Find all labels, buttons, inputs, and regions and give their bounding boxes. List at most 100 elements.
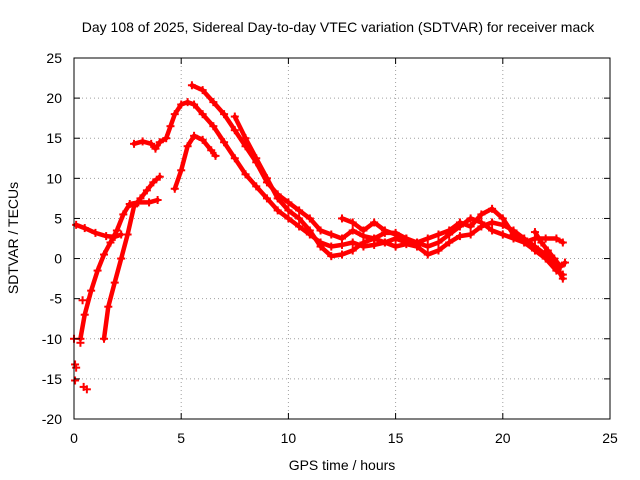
data-point [370,234,379,243]
data-point [187,81,196,90]
data-point [190,131,199,140]
data-point [284,206,293,215]
data-point [552,266,561,275]
data-point [112,226,121,235]
data-point [130,139,139,148]
data-point [380,238,389,247]
data-point [80,224,89,233]
y-tick-label: -15 [42,371,62,387]
data-point [359,238,368,247]
y-tick-label: -20 [42,411,62,427]
data-point [466,222,475,231]
data-point [316,226,325,235]
series-trace-f [189,83,566,281]
data-point [117,254,126,263]
series-trace-h [339,216,566,249]
data-point [295,222,304,231]
x-tick-label: 10 [281,430,297,446]
data-point [198,86,207,95]
data-point [230,126,239,135]
data-point [423,250,432,259]
x-tick-label: 15 [388,430,404,446]
data-point [455,222,464,231]
data-point [295,206,304,215]
data-point [151,144,160,153]
data-point [170,110,179,119]
data-point [348,226,357,235]
data-point [155,172,164,181]
data-point [488,218,497,227]
data-point [177,166,186,175]
data-point [498,214,507,223]
data-point [380,226,389,235]
data-point [230,112,239,121]
data-point [327,252,336,261]
data-point [295,214,304,223]
data-point [541,254,550,263]
data-point [252,182,261,191]
data-point [162,134,171,143]
x-tick-label: 0 [70,430,78,446]
data-point [488,204,497,213]
data-point [142,186,151,195]
data-point [87,286,96,295]
chart-title: Day 108 of 2025, Sidereal Day-to-day VTE… [82,19,595,35]
data-point [252,154,261,163]
y-tick-label: -10 [42,331,62,347]
data-point [183,98,192,107]
data-point [241,170,250,179]
x-tick-label: 25 [602,430,618,446]
x-tick-label: 5 [177,430,185,446]
data-point [273,206,282,215]
isolated-point [72,363,81,372]
data-point [138,137,147,146]
data-point [273,194,282,203]
data-point [543,246,552,255]
series-trace-g [232,114,566,277]
x-axis-label: GPS time / hours [289,457,396,473]
data-point [262,174,271,183]
data-point [104,302,113,311]
isolated-point [76,338,85,347]
data-point [220,110,229,119]
data-point [338,250,346,259]
data-point [183,142,192,151]
data-point [391,230,400,239]
data-point [149,178,158,187]
y-tick-label: 0 [54,251,62,267]
y-tick-label: 10 [46,170,62,186]
data-point [445,238,454,247]
data-point [423,242,432,251]
data-point [348,246,357,255]
y-tick-label: 25 [46,50,62,66]
data-point [241,134,250,143]
isolated-point [71,376,80,385]
data-point [466,214,475,223]
data-point [370,218,379,227]
data-series [70,81,569,394]
data-point [558,270,567,279]
y-tick-label: 20 [46,90,62,106]
data-point [530,228,539,237]
data-point [327,242,336,251]
data-point [209,98,218,107]
data-point [147,139,156,148]
data-point [100,334,109,343]
data-point [220,138,229,147]
data-point [93,266,102,275]
data-point [537,238,546,247]
data-point [190,100,199,109]
data-point [305,214,314,223]
data-point [402,234,411,243]
isolated-point [78,296,87,305]
data-point [125,200,134,209]
data-point [198,110,207,119]
data-point [466,230,475,239]
data-point [327,230,336,239]
data-point [230,154,239,163]
tick-labels: 0 5 10 15 20 25 -20 -15 -10 -5 0 5 10 15 20 25 [42,50,618,446]
data-point [72,220,81,229]
data-point [488,226,497,235]
data-point [110,278,119,287]
